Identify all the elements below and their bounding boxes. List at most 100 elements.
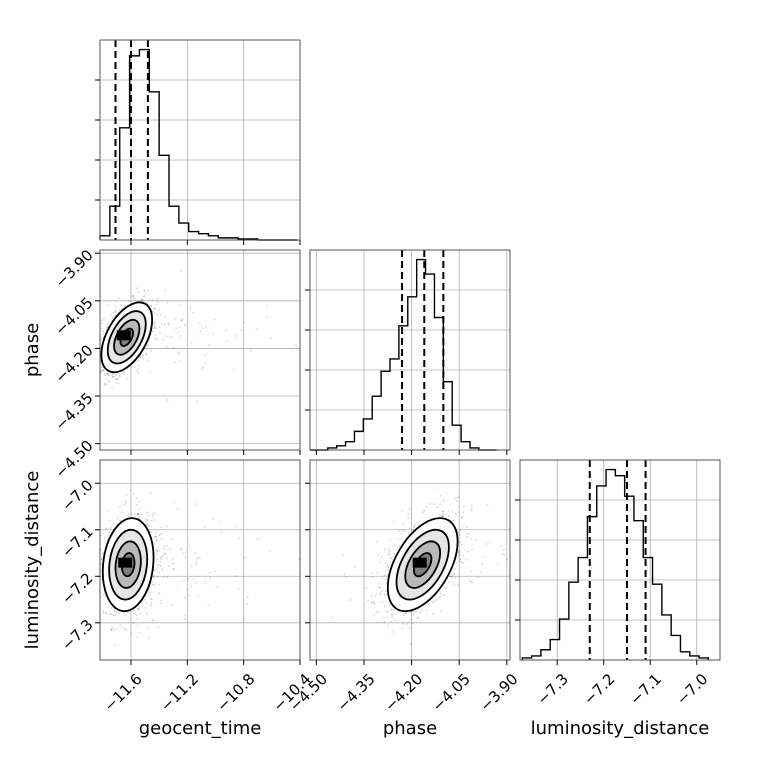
scatter-point <box>480 571 482 574</box>
scatter-point <box>114 305 117 308</box>
scatter-point <box>173 360 176 363</box>
scatter-point <box>470 509 473 512</box>
scatter-point <box>451 511 454 513</box>
scatter-point <box>158 564 161 567</box>
scatter-point <box>167 323 170 326</box>
scatter-point <box>93 591 95 593</box>
scatter-point <box>104 382 106 385</box>
scatter-point <box>170 604 173 606</box>
panel-content <box>92 270 297 403</box>
scatter-point <box>219 520 222 523</box>
scatter-point <box>137 513 139 516</box>
scatter-point <box>375 594 377 597</box>
scatter-point <box>388 550 391 553</box>
scatter-point <box>171 558 174 561</box>
scatter-point <box>97 362 99 364</box>
scatter-point <box>139 355 142 358</box>
scatter-point <box>147 344 150 346</box>
scatter-point <box>95 360 97 362</box>
scatter-point <box>226 340 228 342</box>
scatter-point <box>145 293 148 296</box>
scatter-point <box>113 628 116 630</box>
scatter-point <box>104 603 107 606</box>
scatter-point <box>485 542 488 545</box>
scatter-point <box>154 535 156 538</box>
scatter-point <box>152 310 155 313</box>
scatter-point <box>265 316 268 319</box>
scatter-point <box>139 357 142 359</box>
scatter-point <box>462 562 464 564</box>
scatter-point <box>402 614 405 616</box>
scatter-point <box>436 506 439 508</box>
scatter-point <box>384 562 387 564</box>
scatter-point <box>131 365 133 368</box>
scatter-point <box>170 538 173 541</box>
scatter-point <box>118 612 121 615</box>
scatter-point <box>172 568 175 571</box>
scatter-point <box>417 521 420 524</box>
scatter-point <box>258 536 260 539</box>
scatter-point <box>162 554 165 557</box>
scatter-point <box>150 531 153 534</box>
scatter-point <box>92 386 94 388</box>
scatter-point <box>162 575 165 578</box>
scatter-point <box>147 518 149 521</box>
scatter-point <box>150 519 153 522</box>
scatter-point <box>146 359 149 362</box>
scatter-point <box>412 610 415 613</box>
scatter-point <box>108 374 111 377</box>
scatter-point <box>130 633 133 636</box>
scatter-point <box>213 318 216 321</box>
scatter-point <box>213 570 216 572</box>
scatter-point <box>127 513 130 516</box>
scatter-point <box>189 306 192 309</box>
scatter-point <box>401 539 404 542</box>
scatter-point <box>176 587 179 590</box>
scatter-point <box>119 373 122 375</box>
scatter-point <box>407 517 410 520</box>
scatter-point <box>178 360 181 363</box>
scatter-point <box>378 586 381 589</box>
scatter-point <box>96 541 98 543</box>
scatter-point <box>101 327 104 330</box>
scatter-point <box>428 603 430 606</box>
scatter-point <box>393 544 396 547</box>
scatter-point <box>460 543 463 546</box>
scatter-point <box>94 371 96 373</box>
scatter-point <box>140 299 143 302</box>
scatter-point <box>180 319 183 322</box>
scatter-point <box>444 587 447 590</box>
scatter-point <box>140 299 143 302</box>
scatter-point <box>413 526 415 528</box>
scatter-point <box>132 297 135 300</box>
scatter-point <box>149 591 151 594</box>
scatter-point <box>106 326 109 328</box>
scatter-point <box>205 325 207 328</box>
scatter-point <box>209 572 211 574</box>
scatter-point <box>398 530 401 533</box>
scatter-point <box>195 563 198 566</box>
scatter-point <box>147 289 150 292</box>
scatter-point <box>159 557 162 559</box>
scatter-point <box>153 320 156 323</box>
scatter-point <box>192 578 195 581</box>
scatter-point <box>146 612 148 615</box>
scatter-point <box>154 535 156 538</box>
scatter-point <box>92 344 94 346</box>
scatter-point <box>177 507 180 510</box>
scatter-point <box>386 573 389 576</box>
x-tick-label: −7.2 <box>580 670 618 708</box>
scatter-point <box>432 612 435 615</box>
scatter-point <box>412 525 415 528</box>
panel-frame <box>309 249 511 451</box>
scatter-point <box>161 555 163 558</box>
scatter-point <box>413 611 416 614</box>
scatter-point <box>187 577 190 580</box>
scatter-point <box>144 290 146 293</box>
scatter-point <box>442 513 444 515</box>
scatter-point <box>158 592 161 595</box>
scatter-point <box>137 512 140 515</box>
scatter-point <box>62 629 64 631</box>
scatter-point <box>212 332 215 335</box>
scatter-point <box>104 377 107 380</box>
